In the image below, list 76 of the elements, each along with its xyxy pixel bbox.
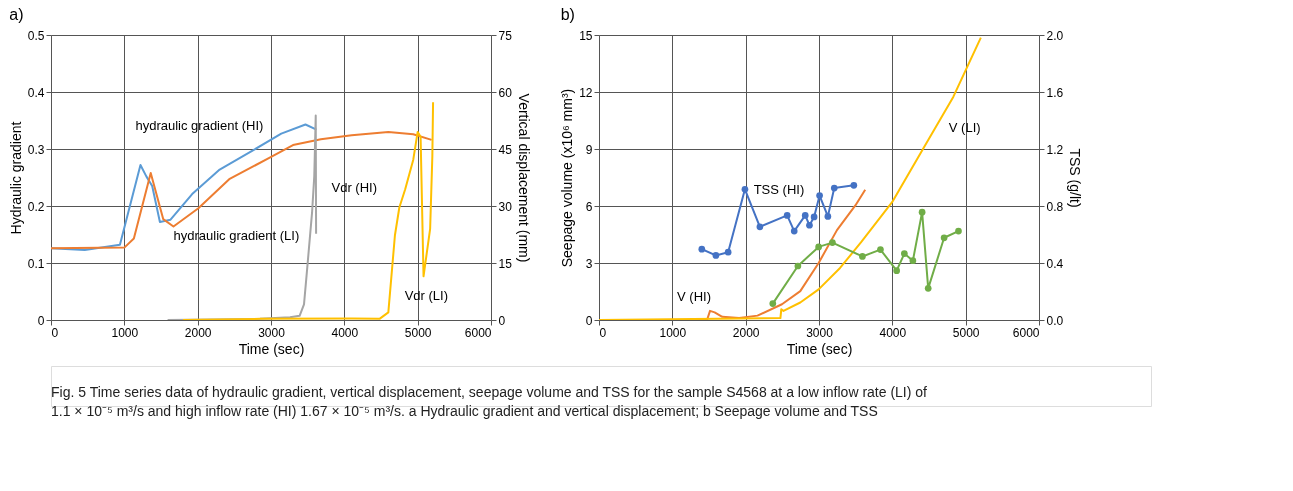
- point: [806, 221, 813, 229]
- y-tick-label: 0.5: [27, 28, 45, 43]
- y2-tick-label: 45: [498, 142, 513, 157]
- point: [698, 245, 706, 253]
- y2-tick-label: 2.0: [1046, 28, 1064, 43]
- point: [756, 223, 764, 231]
- y2-tick-label: 1.6: [1046, 85, 1064, 100]
- point: [790, 227, 798, 235]
- y-tick-label: 6: [585, 199, 593, 214]
- x-axis-title: Time (sec): [238, 340, 305, 357]
- series-label: TSS (HI): [753, 182, 805, 198]
- y2-tick-label: 0.0: [1046, 313, 1064, 328]
- y-tick-label: 0.1: [27, 256, 45, 271]
- point: [829, 239, 836, 246]
- y2-tick-label: 1.2: [1046, 142, 1064, 157]
- y2-tick-label: 0.4: [1046, 256, 1064, 271]
- point: [724, 248, 732, 256]
- x-tick-label: 6000: [464, 325, 492, 340]
- x-tick-label: 0: [599, 325, 607, 340]
- point: [924, 285, 932, 292]
- chart-title: a): [9, 6, 24, 23]
- point: [859, 253, 866, 260]
- y-tick-label: 12: [579, 85, 593, 100]
- y-tick-label: 0.3: [27, 142, 45, 157]
- x-tick-label: 2000: [732, 325, 760, 340]
- point: [801, 212, 809, 219]
- point: [955, 227, 962, 235]
- y-tick-label: 0: [585, 313, 593, 328]
- point: [877, 246, 884, 253]
- point: [940, 234, 948, 242]
- y-axis-title: Hydraulic gradient: [7, 121, 24, 235]
- x-tick-label: 1000: [111, 325, 139, 340]
- caption: Fig. 5 Time series data of hydraulic gradient, vertical displacement, seepage volume and TSS for the sample S4568 at a low inflow rate (LI) of 1.1 × 10⁻⁵ m³/s and high inflow rate (HI) 1.67 × 10⁻⁵ m³/s. a Hydraulic gradient and vertical displacement; b Seepage volume and TSS: [51, 384, 928, 419]
- y-tick-label: 9: [585, 142, 593, 157]
- point: [815, 243, 822, 251]
- x-axis-title: Time (sec): [786, 340, 853, 357]
- y2-tick-label: 60: [498, 85, 513, 100]
- series-label: V (HI): [677, 288, 711, 304]
- point: [810, 213, 818, 221]
- point: [893, 267, 901, 275]
- y-tick-label: 15: [579, 28, 593, 43]
- x-tick-label: 3000: [258, 325, 286, 340]
- point: [712, 252, 720, 259]
- point: [741, 185, 749, 193]
- point: [901, 250, 908, 257]
- chart-title: b): [560, 6, 575, 23]
- x-tick-label: 2000: [184, 325, 212, 340]
- y-axis-title: Seepage volume (x10⁶ mm³): [559, 88, 576, 268]
- x-tick-label: 1000: [659, 325, 687, 340]
- x-tick-label: 0: [51, 325, 59, 340]
- y2-tick-label: 0: [498, 313, 506, 328]
- y2-tick-label: 75: [498, 28, 513, 43]
- point: [830, 184, 838, 192]
- y2-axis-title: Vertical displacement (mm): [515, 93, 532, 263]
- point: [850, 181, 858, 189]
- x-tick-label: 4000: [331, 325, 359, 340]
- point: [816, 192, 823, 199]
- point: [918, 208, 926, 216]
- y2-axis-title: TSS (g/lt): [1067, 148, 1084, 208]
- point: [783, 212, 791, 219]
- y-tick-label: 0: [37, 313, 45, 328]
- point: [794, 262, 802, 270]
- y2-tick-label: 0.8: [1046, 199, 1064, 214]
- y-tick-label: 0.2: [27, 199, 45, 214]
- x-tick-label: 6000: [1012, 325, 1040, 340]
- y-tick-label: 3: [585, 256, 593, 271]
- x-tick-label: 4000: [879, 325, 907, 340]
- x-tick-label: 3000: [806, 325, 834, 340]
- y-tick-label: 0.4: [27, 85, 45, 100]
- point: [824, 213, 832, 220]
- point: [769, 300, 777, 307]
- y2-tick-label: 15: [498, 256, 513, 271]
- point: [909, 257, 917, 265]
- x-tick-label: 5000: [404, 325, 432, 340]
- y2-tick-label: 30: [498, 199, 513, 214]
- x-tick-label: 5000: [952, 325, 980, 340]
